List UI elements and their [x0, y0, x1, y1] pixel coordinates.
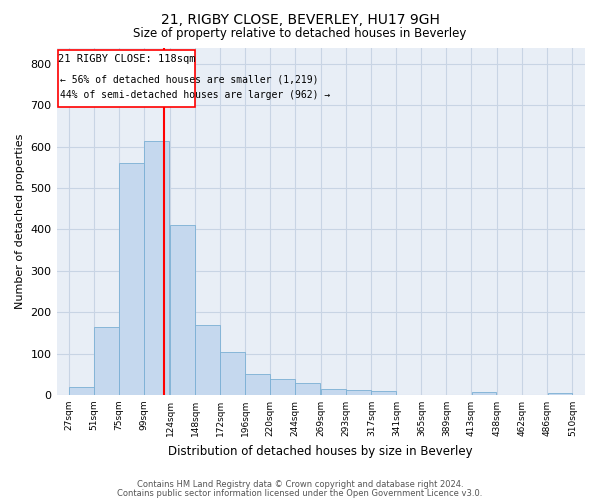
Bar [346, 390, 371, 395]
Text: 21 RIGBY CLOSE: 118sqm: 21 RIGBY CLOSE: 118sqm [58, 54, 195, 64]
Bar [220, 352, 245, 395]
Bar [196, 324, 220, 395]
Bar [144, 140, 169, 395]
Text: Contains HM Land Registry data © Crown copyright and database right 2024.: Contains HM Land Registry data © Crown c… [137, 480, 463, 489]
Bar [69, 388, 94, 395]
Bar [371, 391, 396, 395]
Bar [119, 164, 144, 395]
Bar [170, 226, 195, 395]
Bar [322, 389, 346, 395]
FancyBboxPatch shape [58, 50, 195, 108]
Text: Size of property relative to detached houses in Beverley: Size of property relative to detached ho… [133, 28, 467, 40]
Bar [271, 379, 295, 395]
Y-axis label: Number of detached properties: Number of detached properties [15, 134, 25, 309]
Text: ← 56% of detached houses are smaller (1,219): ← 56% of detached houses are smaller (1,… [60, 74, 319, 85]
Text: 21, RIGBY CLOSE, BEVERLEY, HU17 9GH: 21, RIGBY CLOSE, BEVERLEY, HU17 9GH [161, 12, 439, 26]
Bar [94, 326, 119, 395]
Text: Contains public sector information licensed under the Open Government Licence v3: Contains public sector information licen… [118, 488, 482, 498]
Bar [245, 374, 270, 395]
Bar [472, 392, 496, 395]
Bar [548, 393, 572, 395]
X-axis label: Distribution of detached houses by size in Beverley: Distribution of detached houses by size … [169, 444, 473, 458]
Bar [295, 382, 320, 395]
Text: 44% of semi-detached houses are larger (962) →: 44% of semi-detached houses are larger (… [60, 90, 330, 100]
